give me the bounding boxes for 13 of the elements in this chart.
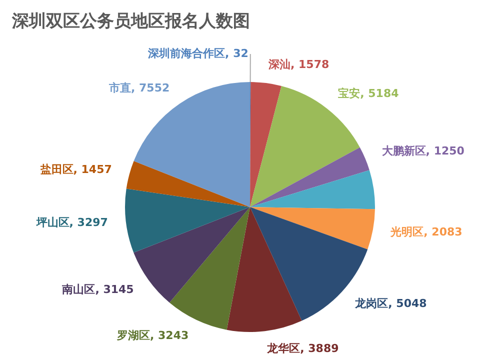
slice-label: 大鹏新区, 1250 xyxy=(382,144,465,158)
chart-title: 深圳双区公务员地区报名人数图 xyxy=(11,11,250,32)
slice-label: 龙岗区, 5048 xyxy=(354,296,427,310)
slice-label: 深圳前海合作区, 32 xyxy=(147,46,248,60)
slice-label: 龙华区, 3889 xyxy=(266,342,339,355)
slice-label: 坪山区, 3297 xyxy=(35,216,108,230)
slice-label: 南山区, 3145 xyxy=(61,283,134,296)
slice-label: 宝安, 5184 xyxy=(338,87,400,100)
slice-label: 深汕, 1578 xyxy=(268,58,330,72)
slice-label: 罗湖区, 3243 xyxy=(116,329,189,342)
slice-label: 市直, 7552 xyxy=(108,82,170,95)
slice-label: 盐田区, 1457 xyxy=(39,162,112,176)
slice-label: 光明区, 2083 xyxy=(390,226,462,239)
